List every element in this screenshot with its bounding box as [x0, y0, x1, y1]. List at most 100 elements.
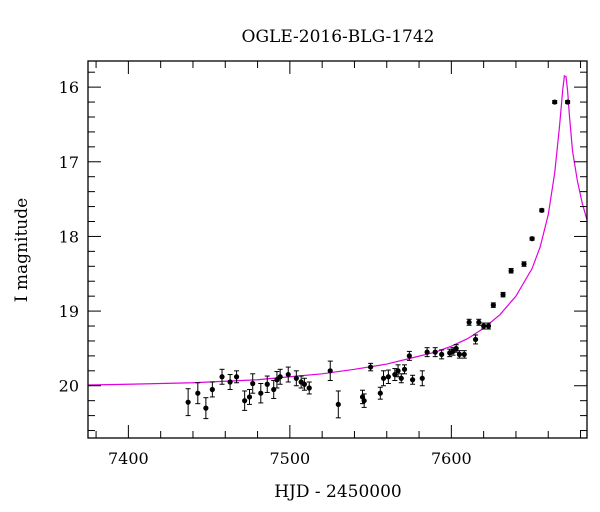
- data-marker: [392, 371, 398, 378]
- data-point: [385, 369, 391, 385]
- chart-title: OGLE-2016-BLG-1742: [242, 27, 435, 47]
- data-point: [274, 371, 280, 389]
- data-marker: [195, 390, 201, 396]
- data-point: [293, 370, 299, 387]
- data-point: [406, 350, 412, 361]
- data-point: [481, 322, 487, 330]
- data-marker: [453, 345, 459, 352]
- y-tick-label: 16: [59, 78, 79, 97]
- data-point: [209, 381, 215, 398]
- data-marker: [306, 385, 312, 391]
- data-marker: [203, 405, 209, 411]
- data-point: [219, 368, 225, 385]
- data-point: [264, 375, 270, 393]
- data-marker: [552, 99, 558, 105]
- data-point: [227, 374, 233, 390]
- data-marker: [246, 394, 253, 400]
- data-marker: [219, 374, 225, 380]
- data-marker: [521, 261, 527, 267]
- data-marker: [476, 319, 482, 325]
- data-point: [392, 368, 398, 382]
- data-marker: [242, 398, 248, 404]
- x-tick-label: 7600: [431, 449, 472, 468]
- data-marker: [409, 377, 416, 383]
- data-point: [306, 381, 312, 395]
- data-point: [246, 388, 253, 405]
- data-marker: [500, 292, 506, 298]
- data-point: [565, 99, 571, 105]
- data-marker: [456, 351, 463, 357]
- data-marker: [227, 379, 233, 385]
- data-marker: [335, 401, 341, 408]
- data-marker: [401, 366, 408, 372]
- data-point: [258, 383, 264, 404]
- plot-frame: [87, 60, 588, 439]
- data-point: [539, 207, 545, 213]
- data-marker: [419, 375, 425, 381]
- data-marker: [481, 323, 487, 329]
- data-point: [409, 374, 416, 385]
- plot-area: [88, 75, 587, 420]
- data-point: [439, 349, 445, 360]
- data-point: [301, 377, 307, 391]
- data-marker: [301, 381, 307, 387]
- data-point: [490, 302, 496, 308]
- y-tick-label: 18: [59, 227, 79, 246]
- y-tick-label: 20: [59, 377, 79, 396]
- data-point: [271, 380, 277, 399]
- data-marker: [466, 319, 472, 325]
- data-point: [453, 344, 459, 353]
- data-marker: [472, 336, 479, 343]
- data-point: [380, 370, 387, 387]
- data-marker: [361, 398, 367, 404]
- data-marker: [385, 374, 391, 380]
- y-axis-label: I magnitude: [12, 198, 32, 302]
- data-marker: [258, 390, 264, 396]
- data-marker: [490, 302, 496, 308]
- data-marker: [529, 236, 535, 242]
- data-marker: [380, 375, 387, 381]
- data-marker: [277, 374, 283, 380]
- data-point: [424, 347, 430, 358]
- data-marker: [406, 353, 412, 359]
- data-marker: [565, 99, 571, 105]
- data-point: [419, 370, 425, 387]
- data-point: [285, 366, 291, 383]
- data-marker: [264, 381, 270, 387]
- data-marker: [424, 349, 430, 355]
- data-marker: [293, 375, 299, 381]
- data-point: [521, 261, 527, 267]
- data-point: [456, 350, 463, 359]
- data-marker: [461, 351, 467, 357]
- data-marker: [439, 351, 445, 357]
- y-tick-label: 19: [59, 302, 79, 321]
- data-marker: [250, 380, 256, 387]
- data-point: [327, 360, 333, 382]
- data-marker: [395, 368, 401, 374]
- data-point: [250, 373, 256, 394]
- x-tick-label: 7400: [108, 449, 149, 468]
- data-point: [500, 291, 506, 298]
- data-marker: [539, 207, 545, 213]
- data-marker: [327, 368, 333, 374]
- axis-ticks: 7400 7500 7600 16 17 18 19 20: [59, 61, 587, 468]
- data-point: [398, 373, 404, 384]
- data-point: [195, 382, 201, 405]
- data-point: [233, 370, 240, 384]
- data-point: [203, 397, 209, 420]
- data-marker: [368, 364, 374, 370]
- data-point: [466, 318, 472, 326]
- data-point: [461, 350, 467, 359]
- data-point: [472, 334, 479, 345]
- data-point: [377, 386, 383, 400]
- x-tick-label: 7500: [270, 449, 311, 468]
- data-point: [368, 362, 374, 372]
- data-marker: [233, 374, 240, 380]
- data-point: [529, 236, 535, 242]
- data-marker: [285, 371, 291, 378]
- data-point: [361, 393, 367, 408]
- data-point: [476, 318, 482, 326]
- y-tick-label: 17: [59, 153, 79, 172]
- data-point: [242, 390, 248, 411]
